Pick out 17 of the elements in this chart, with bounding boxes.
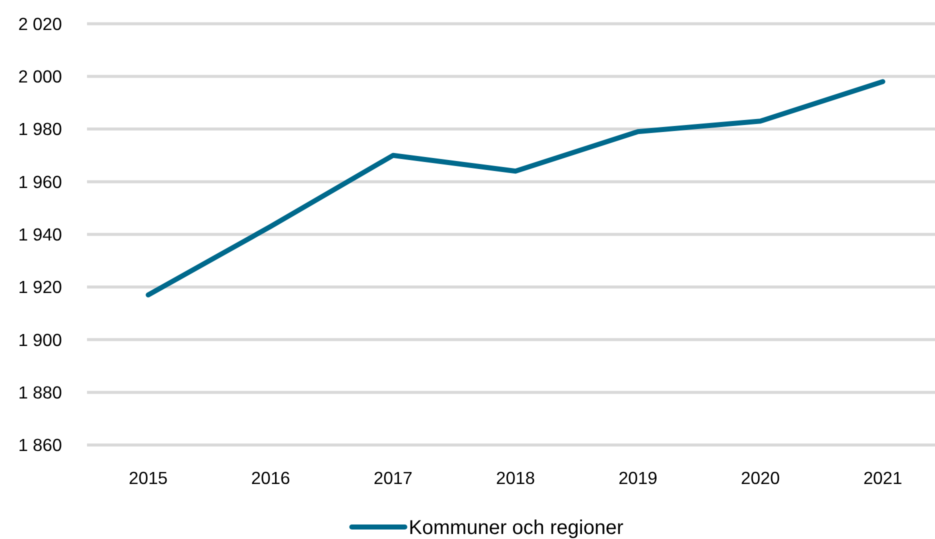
x-tick-label: 2021 bbox=[863, 468, 902, 488]
y-tick-label: 1 920 bbox=[18, 277, 62, 298]
x-tick-label: 2017 bbox=[374, 468, 413, 488]
y-tick-label: 1 860 bbox=[18, 435, 62, 456]
y-tick-label: 1 880 bbox=[18, 382, 62, 402]
x-tick-label: 2018 bbox=[496, 468, 535, 488]
x-tick-label: 2019 bbox=[618, 468, 658, 488]
x-tick-label: 2020 bbox=[740, 468, 780, 488]
y-tick-label: 2 000 bbox=[18, 66, 62, 86]
y-tick-label: 1 980 bbox=[18, 119, 62, 140]
y-tick-label: 1 900 bbox=[18, 330, 62, 350]
x-tick-label: 2016 bbox=[251, 468, 290, 488]
x-tick-label: 2015 bbox=[128, 468, 168, 488]
y-tick-label: 2 020 bbox=[18, 14, 62, 34]
legend-label: Kommuner och regioner bbox=[408, 517, 624, 539]
y-tick-label: 1 960 bbox=[18, 172, 62, 192]
y-tick-label: 1 940 bbox=[18, 224, 62, 244]
